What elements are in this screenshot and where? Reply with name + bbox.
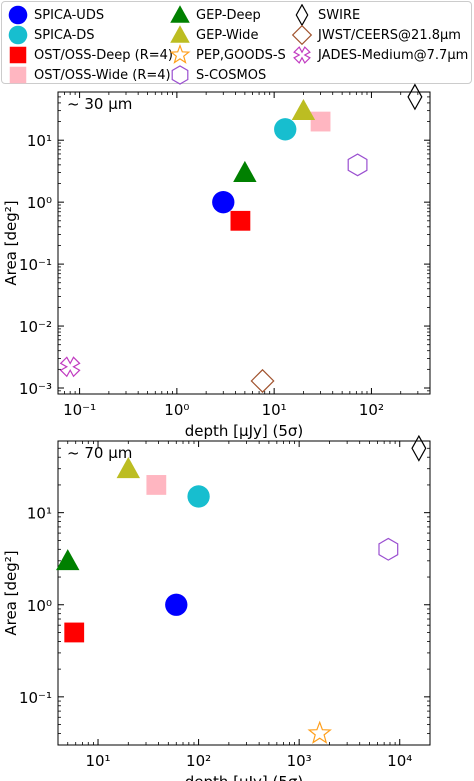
legend-item-ost-deep: OST/OSS-Deep (R=4) — [6, 44, 173, 66]
legend-marker — [8, 25, 28, 45]
y-axis-label: Area [deg²] — [2, 550, 20, 635]
legend-label: JADES-Medium@7.7μm — [318, 47, 469, 63]
legend-marker-icon — [170, 25, 190, 43]
legend-marker-icon — [293, 46, 311, 64]
x-tick-label: 10² — [186, 752, 211, 770]
x-tick-label: 10⁴ — [387, 752, 412, 770]
legend-marker — [9, 66, 27, 84]
wavelength-annotation: ~ 30 μm — [67, 95, 132, 113]
y-tick-label: 10⁰ — [27, 194, 52, 212]
x-tick-label: 10⁰ — [164, 401, 189, 419]
legend-marker-icon — [9, 46, 27, 64]
y-tick-label: 10⁻² — [19, 318, 52, 336]
y-tick-label: 10¹ — [27, 505, 52, 523]
x-tick-label: 10¹ — [85, 752, 110, 770]
x-axis-label: depth [μJy] (5σ) — [185, 773, 304, 781]
x-axis-label: depth [μJy] (5σ) — [185, 422, 304, 440]
data-point-pep-goods-s — [307, 720, 332, 744]
legend-marker-icon — [169, 44, 191, 64]
legend-item-jades: JADES-Medium@7.7μm — [290, 44, 468, 66]
data-point-jades-medium-7-7-m — [59, 356, 81, 378]
data-point-ost-oss-deep-r-4- — [64, 622, 85, 643]
data-point-swire — [411, 434, 427, 462]
legend-marker-icon — [8, 25, 28, 45]
wavelength-annotation: ~ 70 μm — [67, 444, 132, 462]
legend-item-jwst-ceers: JWST/CEERS@21.8μm — [290, 24, 461, 46]
data-point-gep-deep — [233, 160, 257, 182]
data-point-ost-oss-wide-r-4- — [310, 111, 331, 132]
legend-label: JWST/CEERS@21.8μm — [318, 27, 461, 43]
legend-marker — [169, 44, 191, 64]
legend-marker — [293, 46, 311, 64]
chart-panel-70um: 10¹ 10² 10³ 10⁴ 10⁻¹ 10⁰ 10¹ depth [μJy] (5σ) Ar… — [2, 434, 431, 781]
legend-label: PEP,GOODS-S — [196, 47, 286, 63]
data-point-s-cosmos — [378, 537, 399, 561]
legend-item-gep-deep: GEP-Deep — [168, 4, 261, 26]
legend-marker — [170, 25, 190, 43]
data-point-gep-wide — [291, 98, 316, 121]
x-tick-label: 10³ — [287, 752, 312, 770]
legend-marker-icon — [171, 65, 189, 85]
legend-marker-icon — [8, 5, 28, 25]
legend-item-pep: PEP,GOODS-S — [168, 44, 286, 66]
legend-marker — [291, 24, 313, 46]
x-tick-label: 10¹ — [262, 401, 287, 419]
data-point-spica-ds — [187, 485, 210, 508]
y-tick-label: 10⁰ — [27, 597, 52, 615]
chart-panel-30um: 10⁻¹ 10⁰ 10¹ 10² 10⁻³ 10⁻² 10⁻¹ 10⁰ 10¹ depth [μJ… — [2, 83, 431, 440]
data-point-ost-oss-deep-r-4- — [230, 210, 251, 231]
data-point-spica-ds — [274, 118, 297, 141]
legend: SPICA-UDS SPICA-DS OST/OSS-Deep (R=4) OS… — [1, 1, 472, 86]
legend-item-ost-wide: OST/OSS-Wide (R=4) — [6, 64, 171, 86]
x-tick-label: 10⁻¹ — [63, 401, 96, 419]
legend-marker — [170, 5, 190, 23]
data-point-gep-deep — [56, 549, 80, 571]
legend-label: GEP-Deep — [196, 7, 261, 23]
legend-marker-icon — [170, 5, 190, 23]
plot-frame — [57, 440, 431, 746]
legend-marker — [8, 5, 28, 25]
legend-label: SPICA-UDS — [34, 7, 105, 23]
legend-marker-icon — [9, 66, 27, 84]
legend-label: OST/OSS-Wide (R=4) — [34, 67, 171, 83]
legend-item-s-cosmos: S-COSMOS — [168, 64, 266, 86]
y-tick-label: 10⁻³ — [19, 380, 52, 398]
legend-item-gep-wide: GEP-Wide — [168, 24, 258, 46]
legend-label: GEP-Wide — [196, 27, 259, 43]
y-tick-label: 10⁻¹ — [19, 689, 52, 707]
data-point-s-cosmos — [347, 153, 368, 177]
legend-label: SPICA-DS — [34, 27, 95, 43]
data-point-ost-oss-wide-r-4- — [146, 475, 167, 495]
data-point-swire — [407, 83, 423, 111]
y-axis-label: Area [deg²] — [2, 200, 20, 285]
legend-label: SWIRE — [318, 7, 361, 23]
legend-item-spica-uds: SPICA-UDS — [6, 4, 104, 26]
legend-item-spica-ds: SPICA-DS — [6, 24, 95, 46]
legend-marker — [171, 65, 189, 85]
y-tick-label: 10⁻¹ — [19, 256, 52, 274]
data-point-spica-uds — [165, 593, 188, 616]
data-point-gep-wide — [116, 457, 140, 479]
legend-label: OST/OSS-Deep (R=4) — [34, 47, 173, 63]
legend-marker — [9, 46, 27, 64]
data-point-spica-uds — [212, 190, 235, 214]
y-tick-label: 10¹ — [27, 132, 52, 150]
x-tick-label: 10² — [359, 401, 384, 419]
legend-marker-icon — [291, 24, 313, 46]
plot-frame — [57, 91, 431, 395]
data-point-jwst-ceers-21-8-m — [250, 368, 275, 393]
legend-label: S-COSMOS — [196, 67, 267, 83]
